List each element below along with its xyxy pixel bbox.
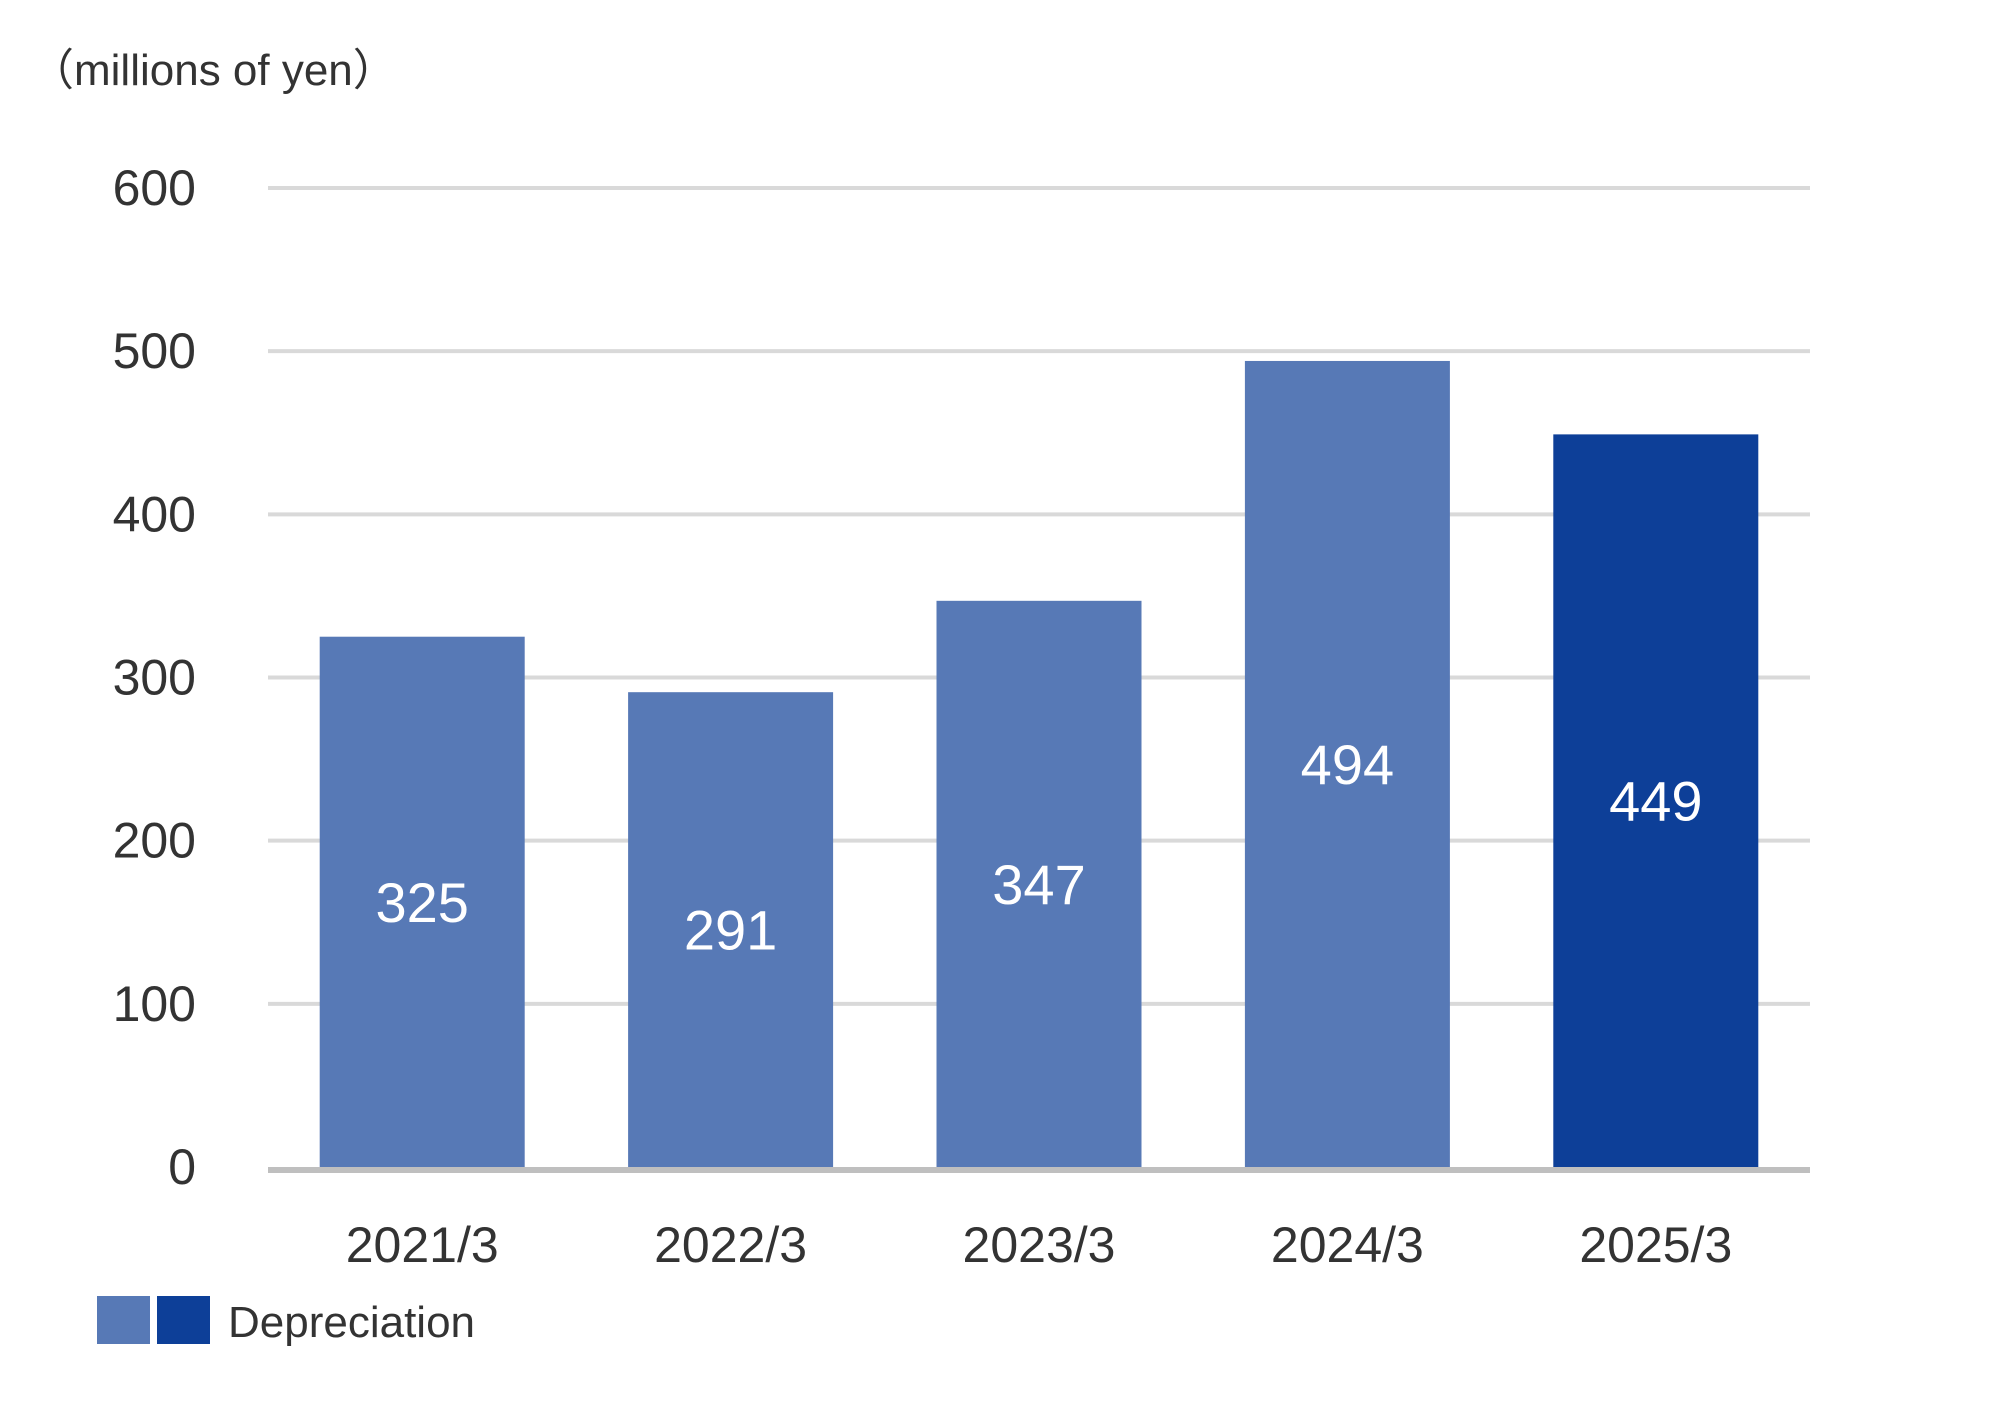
legend: Depreciation: [97, 1296, 475, 1347]
bar-2022-3: [628, 692, 834, 1167]
x-axis-labels: 2021/3 2022/3 2023/3 2024/3 2025/3: [346, 1217, 1733, 1273]
x-category-label: 2022/3: [654, 1217, 807, 1273]
bar-value-label: 291: [684, 899, 777, 962]
y-axis-ticks: 0 100 200 300 400 500 600: [113, 160, 196, 1195]
legend-swatch-light: [97, 1296, 150, 1344]
x-category-label: 2023/3: [963, 1217, 1116, 1273]
bar-2024-3: [1244, 360, 1450, 1167]
bars: 325 291 347 494 449: [319, 360, 1759, 1167]
y-tick-label: 400: [113, 486, 196, 542]
bar-value-label: 494: [1301, 733, 1394, 796]
y-tick-label: 0: [168, 1139, 196, 1195]
x-category-label: 2024/3: [1271, 1217, 1424, 1273]
x-category-label: 2025/3: [1579, 1217, 1732, 1273]
y-tick-label: 100: [113, 976, 196, 1032]
bar-2025-3: [1553, 434, 1759, 1167]
legend-label: Depreciation: [228, 1298, 475, 1347]
unit-label: （millions of yen）: [30, 46, 397, 95]
bar-2021-3: [319, 636, 525, 1167]
y-tick-label: 600: [113, 160, 196, 216]
bar-value-label: 325: [375, 871, 468, 934]
y-tick-label: 300: [113, 650, 196, 706]
legend-swatch-dark: [157, 1296, 210, 1344]
y-tick-label: 500: [113, 323, 196, 379]
y-tick-label: 200: [113, 813, 196, 869]
bar-value-label: 449: [1609, 770, 1702, 833]
bar-2023-3: [936, 600, 1142, 1167]
x-category-label: 2021/3: [346, 1217, 499, 1273]
bar-value-label: 347: [992, 853, 1085, 916]
